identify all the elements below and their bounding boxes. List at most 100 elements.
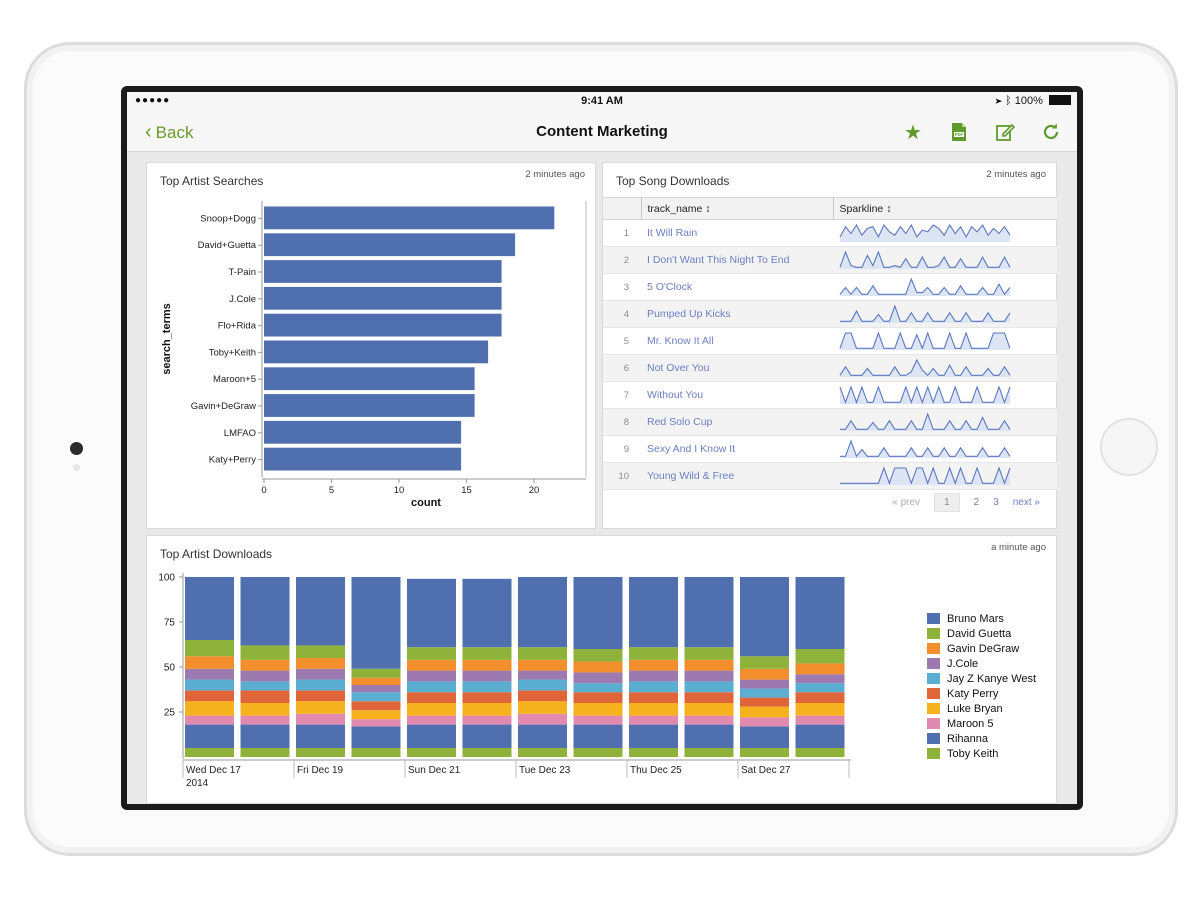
legend-swatch <box>927 688 940 699</box>
chevron-left-icon: ‹ <box>145 121 152 143</box>
bar-segment <box>573 748 623 757</box>
legend-item[interactable]: Rihanna <box>927 731 1036 746</box>
legend-item[interactable]: David Guetta <box>927 626 1036 641</box>
bar-segment <box>740 656 789 669</box>
bar <box>264 206 555 230</box>
bar-segment <box>351 748 401 757</box>
bar-segment <box>629 577 678 648</box>
page-1-link[interactable]: 1 <box>934 493 960 512</box>
x-tick-label: Sun Dec 21 <box>408 765 461 776</box>
sparkline-cell <box>833 246 1057 274</box>
svg-text:PDF: PDF <box>955 132 964 137</box>
refresh-icon[interactable] <box>1039 120 1063 144</box>
track-name-link[interactable]: 5 O'Clock <box>641 273 833 301</box>
bar-segment <box>296 658 345 669</box>
bar-segment <box>462 715 512 725</box>
legend-swatch <box>927 613 940 624</box>
category-label: J.Cole <box>229 294 256 305</box>
bar-segment <box>240 748 290 757</box>
legend-label: Luke Bryan <box>947 702 1003 715</box>
table-row[interactable]: 5 Mr. Know It All <box>603 327 1057 355</box>
sparkline-column-header[interactable]: Sparkline ↕ <box>832 197 1057 220</box>
bar-segment <box>629 692 678 703</box>
bar-segment <box>240 724 290 748</box>
table-row[interactable]: 10 Young Wild & Free <box>603 462 1057 490</box>
bar <box>264 367 475 391</box>
star-icon[interactable]: ★ <box>904 121 922 144</box>
sparkline-line <box>839 276 1011 295</box>
bar-segment <box>573 577 623 649</box>
track-name-link[interactable]: It Will Rain <box>641 219 833 247</box>
track-name-link[interactable]: Without You <box>641 381 833 409</box>
table-row[interactable]: 4 Pumped Up Kicks <box>603 300 1057 328</box>
legend-item[interactable]: Maroon 5 <box>927 716 1036 731</box>
track-name-link[interactable]: Not Over You <box>641 354 833 382</box>
bar-segment <box>240 690 290 703</box>
table-row[interactable]: 1 It Will Rain <box>603 219 1057 247</box>
sparkline-line <box>840 438 1011 457</box>
clock: 9:41 AM <box>581 95 623 107</box>
rank-cell: 10 <box>603 462 641 490</box>
y-tick-label: 50 <box>164 663 176 674</box>
legend-item[interactable]: Bruno Mars <box>927 611 1036 626</box>
sparkline-cell <box>833 354 1057 382</box>
bar-segment <box>185 724 234 748</box>
pdf-icon[interactable]: PDF <box>947 120 971 144</box>
back-button[interactable]: ‹ Back <box>145 121 193 144</box>
bar-segment <box>518 659 567 671</box>
home-button[interactable] <box>1100 418 1158 476</box>
edit-icon[interactable] <box>993 120 1017 144</box>
x-tick-label: Thu Dec 25 <box>630 765 682 776</box>
legend-item[interactable]: Gavin DeGraw <box>927 641 1036 656</box>
table-header-row: track_name ↕ Sparkline ↕ <box>603 197 1057 220</box>
table-row[interactable]: 7 Without You <box>603 381 1057 409</box>
track-name-link[interactable]: Young Wild & Free <box>641 462 833 490</box>
legend-item[interactable]: Jay Z Kanye West <box>927 671 1036 686</box>
next-page-link[interactable]: next » <box>1012 497 1040 508</box>
prev-page-link[interactable]: « prev <box>892 497 921 508</box>
track-name-link[interactable]: Sexy And I Know It <box>641 435 833 463</box>
category-label: David+Guetta <box>198 240 257 251</box>
sparkline <box>839 358 1011 377</box>
rank-cell: 1 <box>603 219 641 247</box>
legend-label: Jay Z Kanye West <box>947 672 1037 685</box>
bar-segment <box>296 577 345 646</box>
table-row[interactable]: 9 Sexy And I Know It <box>603 435 1057 463</box>
track-name-column-header[interactable]: track_name ↕ <box>640 197 833 220</box>
track-name-link[interactable]: I Don't Want This Night To End <box>641 246 833 274</box>
track-name-link[interactable]: Mr. Know It All <box>641 327 833 355</box>
legend-item[interactable]: Luke Bryan <box>927 701 1036 716</box>
app-display: ●●●●● 9:41 AM ➤ ᛒ 100% ‹ Back Content Mar… <box>127 92 1077 804</box>
table-row[interactable]: 6 Not Over You <box>603 354 1057 382</box>
bar-segment <box>407 659 456 671</box>
track-name-link[interactable]: Red Solo Cup <box>641 408 833 436</box>
legend-item[interactable]: J.Cole <box>927 656 1036 671</box>
sparkline-cell <box>833 435 1057 463</box>
bar-segment <box>684 748 734 757</box>
bar-segment <box>351 692 401 702</box>
bar-segment <box>407 692 456 703</box>
legend-label: David Guetta <box>947 627 1012 640</box>
table-row[interactable]: 8 Red Solo Cup <box>603 408 1057 436</box>
camera-sensor <box>73 464 80 471</box>
location-icon: ➤ <box>995 95 1003 107</box>
legend-item[interactable]: Katy Perry <box>927 686 1036 701</box>
rank-cell: 8 <box>603 408 641 436</box>
page-3-link[interactable]: 3 <box>993 497 999 508</box>
legend-label: Gavin DeGraw <box>947 642 1020 655</box>
legend-label: J.Cole <box>947 657 979 670</box>
top-artist-searches-panel: Top Artist Searches 2 minutes ago Snoop+… <box>146 162 596 529</box>
track-name-link[interactable]: Pumped Up Kicks <box>641 300 833 328</box>
rank-cell: 4 <box>603 300 641 328</box>
bar-segment <box>518 690 567 702</box>
bar-segment <box>518 679 567 691</box>
sparkline-line <box>839 249 1011 268</box>
bar-segment <box>573 649 623 662</box>
legend-swatch <box>927 733 940 744</box>
bar-segment <box>629 715 678 725</box>
category-label: Snoop+Dogg <box>200 213 256 224</box>
page-2-link[interactable]: 2 <box>973 497 980 508</box>
legend-item[interactable]: Toby Keith <box>927 746 1036 761</box>
